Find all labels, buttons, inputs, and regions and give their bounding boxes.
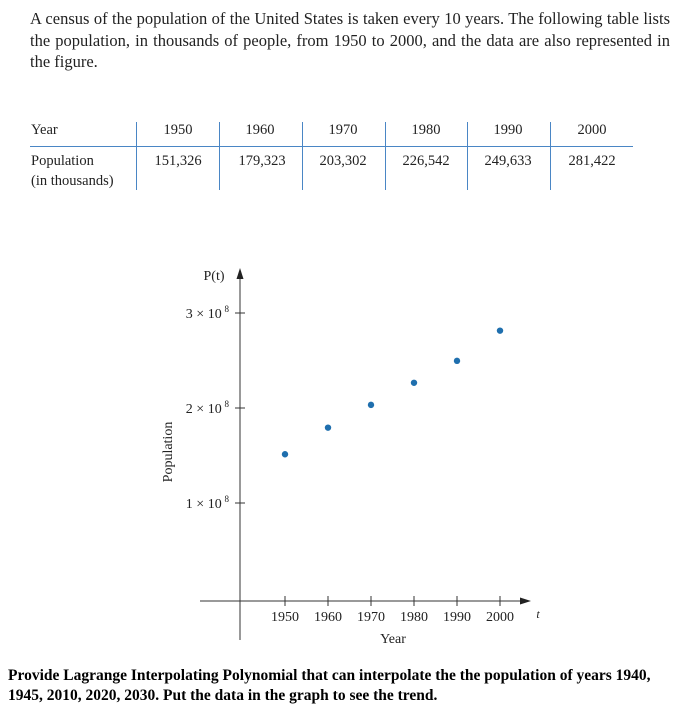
table-column-divider (550, 122, 552, 190)
table-population-cell: 179,323 (238, 153, 286, 169)
table-year-cell: 1950 (163, 122, 193, 138)
x-tick-label: 2000 (486, 610, 514, 625)
table-year-cell: 2000 (577, 122, 607, 138)
x-tick-label: 1970 (357, 610, 385, 625)
table-population-header: Population (31, 153, 94, 169)
table-population-cell: 249,633 (484, 153, 532, 169)
data-point (496, 327, 504, 334)
table-column-divider (136, 122, 138, 190)
table-column-divider (302, 122, 304, 190)
table-year-cell: 1960 (245, 122, 275, 138)
y-axis-function-label: P(t) (204, 269, 225, 284)
intro-paragraph: A census of the population of the United… (30, 9, 670, 71)
x-axis-title: Year (380, 632, 406, 647)
table-population-unit: (in thousands) (31, 173, 114, 189)
table-column-divider (467, 122, 469, 190)
table-year-cell: 1990 (493, 122, 523, 138)
table-column-divider (385, 122, 387, 190)
y-axis-arrow-icon (236, 268, 244, 279)
y-axis-title: Population (161, 422, 176, 483)
x-tick-label: 1960 (314, 610, 342, 625)
x-axis-variable: t (536, 607, 540, 621)
data-point (367, 401, 375, 409)
table-population-cell: 151,326 (154, 153, 202, 169)
data-point (453, 357, 461, 365)
question-text: Provide Lagrange Interpolating Polynomia… (8, 667, 651, 704)
table-year-header: Year (31, 122, 58, 138)
table-population-cell: 281,422 (568, 153, 616, 169)
x-tick-label: 1980 (400, 610, 428, 625)
table-year-cell: 1970 (328, 122, 358, 138)
table-year-cell: 1980 (411, 122, 441, 138)
data-point (410, 379, 418, 386)
data-point (324, 424, 332, 431)
table-population-cell: 226,542 (402, 153, 450, 169)
table-row-divider (30, 146, 633, 148)
y-tick-label: 3 × 10 8 (186, 304, 230, 322)
x-tick-label: 1950 (271, 610, 299, 625)
x-tick-label: 1990 (443, 610, 471, 625)
data-point (281, 451, 289, 458)
table-population-cell: 203,302 (319, 153, 367, 169)
y-tick-label: 2 × 10 8 (186, 399, 230, 417)
table-column-divider (219, 122, 221, 190)
x-axis-arrow-icon (520, 597, 531, 605)
y-tick-label: 1 × 10 8 (186, 494, 230, 512)
